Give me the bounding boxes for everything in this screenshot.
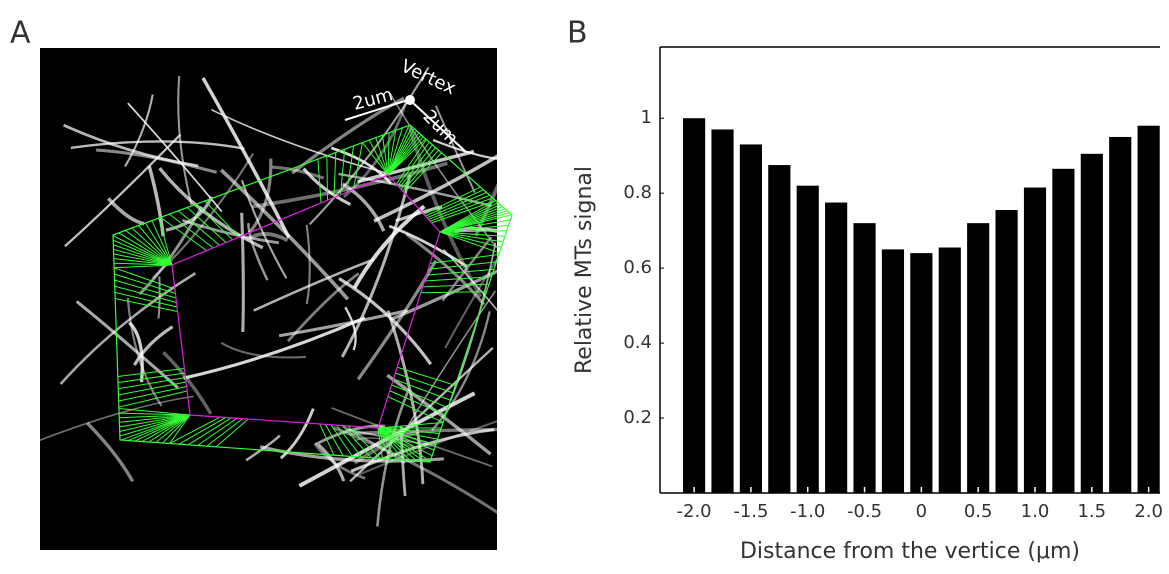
y-tick-label: 0.6 — [623, 257, 652, 278]
bar — [1138, 126, 1160, 493]
x-tick-label: 0 — [916, 501, 927, 522]
bar — [967, 223, 989, 493]
x-tick-label: 1.0 — [1021, 501, 1050, 522]
bar — [1109, 137, 1131, 493]
roi-line — [327, 156, 328, 200]
bar — [996, 210, 1018, 493]
bar — [797, 186, 819, 493]
panel-label: B — [567, 16, 588, 51]
bar — [910, 253, 932, 493]
bar — [711, 129, 733, 493]
bar — [853, 223, 875, 493]
y-tick-label: 0.8 — [623, 182, 652, 203]
bar — [825, 203, 847, 493]
y-tick-label: 0.2 — [623, 407, 652, 428]
x-tick-label: -1.0 — [790, 501, 825, 522]
x-tick-label: -2.0 — [677, 501, 712, 522]
vertex-dot — [405, 95, 415, 105]
panel-label: A — [10, 16, 31, 51]
bar — [939, 248, 961, 493]
x-tick-label: -1.5 — [733, 501, 768, 522]
bar — [683, 118, 705, 493]
x-tick-label: 0.5 — [964, 501, 993, 522]
bar — [882, 249, 904, 493]
bar — [1024, 188, 1046, 493]
bar — [1081, 154, 1103, 493]
x-axis-label: Distance from the vertice (μm) — [740, 539, 1080, 564]
fiber — [242, 213, 244, 332]
y-axis-label: Relative MTs signal — [572, 166, 597, 374]
bar — [740, 144, 762, 493]
bar — [1052, 169, 1074, 493]
y-tick-label: 0.4 — [623, 332, 652, 353]
x-tick-label: 1.5 — [1077, 501, 1106, 522]
x-tick-label: 2.0 — [1134, 501, 1163, 522]
x-tick-label: -0.5 — [847, 501, 882, 522]
bar — [768, 165, 790, 493]
y-tick-label: 1 — [641, 107, 652, 128]
